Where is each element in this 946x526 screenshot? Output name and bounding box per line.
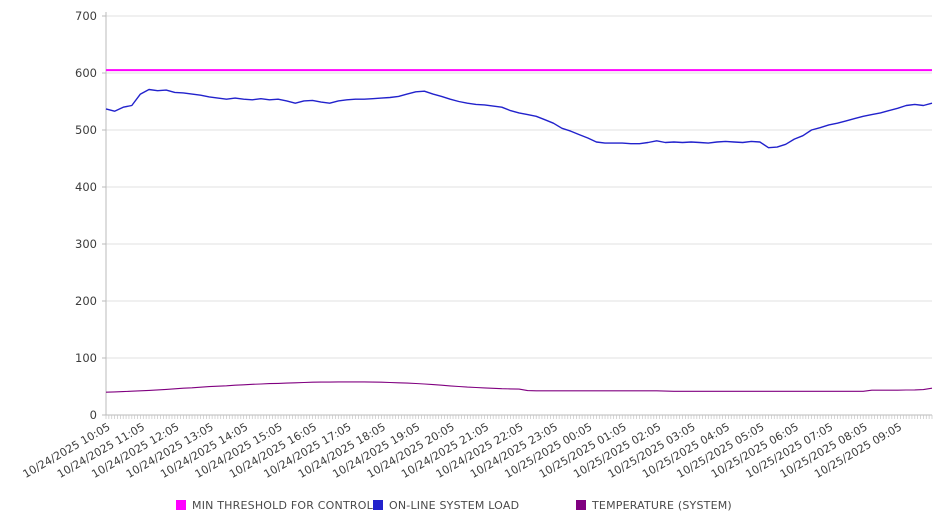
legend-item-on-line-system-load[interactable]: ON-LINE SYSTEM LOAD <box>373 498 519 512</box>
series-line-temperature-system <box>105 381 933 393</box>
y-axis-label: 400 <box>75 180 97 194</box>
y-axis-label: 500 <box>75 123 97 137</box>
chart-legend: MIN THRESHOLD FOR CONTROL ON-LINE SYSTEM… <box>0 498 946 518</box>
legend-item-temperature-system[interactable]: TEMPERATURE (SYSTEM) <box>576 498 732 512</box>
legend-swatch-min-threshold <box>176 500 186 510</box>
legend-label: ON-LINE SYSTEM LOAD <box>389 498 520 512</box>
legend-item-min-threshold-for-control[interactable]: MIN THRESHOLD FOR CONTROL <box>176 498 373 512</box>
y-axis-label: 200 <box>75 294 97 308</box>
y-axis-label: 600 <box>75 66 97 80</box>
legend-label: MIN THRESHOLD FOR CONTROL <box>192 498 373 512</box>
y-axis-label: 100 <box>75 351 97 365</box>
legend-swatch-system-load <box>373 500 383 510</box>
series-line-on-line-system-load <box>105 88 933 149</box>
y-axis-label: 700 <box>75 9 97 23</box>
y-axis-label: 0 <box>90 408 97 422</box>
legend-label: TEMPERATURE (SYSTEM) <box>592 498 732 512</box>
legend-swatch-temperature <box>576 500 586 510</box>
y-axis-label: 300 <box>75 237 97 251</box>
